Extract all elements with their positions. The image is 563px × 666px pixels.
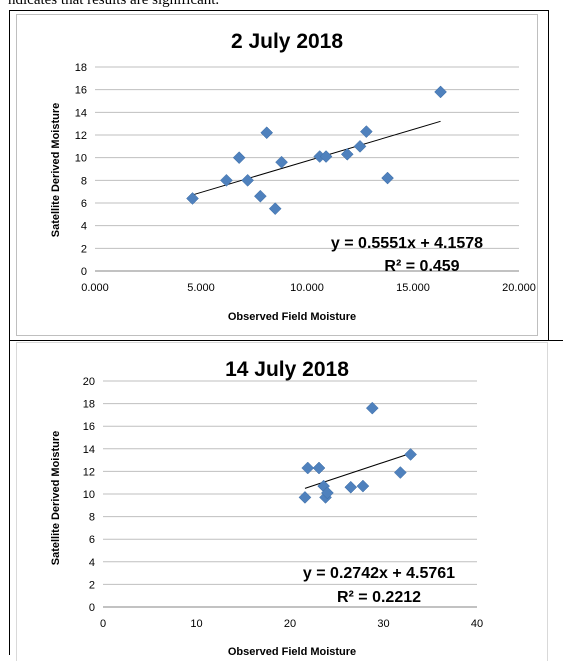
y-tick-label: 18 [75,62,87,74]
chart-2-july: 2 July 2018 0 2 4 6 8 10 12 14 16 18 0.000 5.000 10.… [50,30,536,323]
chart-2-july-frame: 2 July 2018 0 2 4 6 8 10 12 14 16 18 0.000 5.000 10.… [16,14,538,336]
y-tick-label: 12 [75,130,87,142]
data-point [381,171,394,185]
chart-title: 2 July 2018 [231,30,343,53]
y-tick-label: 16 [75,85,87,97]
y-tick-label: 4 [89,557,95,569]
table-border-left [9,10,10,655]
y-tick-label: 2 [81,243,87,255]
data-point [344,480,358,494]
y-tick-label: 16 [83,421,95,433]
x-tick-label: 0.000 [81,282,109,294]
data-point [232,151,246,165]
r-squared-label: R² = 0.459 [384,258,459,275]
caption-text: ndicates that results are significant. [8,0,220,8]
y-tick-label: 10 [83,489,95,501]
data-point [268,202,282,216]
y-axis-label: Satellite Derived Moisture [50,431,62,566]
x-axis-label: Observed Field Moisture [228,311,356,323]
chart-title: 14 July 2018 [225,358,349,381]
x-tick-label: 15.000 [396,282,430,294]
x-tick-label: 10.000 [290,282,324,294]
y-tick-label: 0 [81,266,87,278]
equation-label: y = 0.2742x + 4.5761 [303,565,455,582]
table-border-right [548,10,549,341]
data-point [365,401,379,415]
data-point [220,173,233,187]
x-tick-label: 20 [284,618,296,630]
data-point [298,491,312,504]
data-point [319,150,333,163]
y-tick-label: 20 [83,376,95,388]
y-tick-label: 14 [83,444,95,456]
table-border-top [9,10,549,11]
data-point [186,192,199,205]
y-tick-label: 10 [75,153,87,165]
data-point [356,479,370,493]
y-tick-label: 8 [89,512,95,524]
data-point [254,189,267,203]
chart-14-july-frame: 14 July 2018 0 2 4 6 8 10 12 14 16 18 20 0 10 20 30 40 … [16,342,548,661]
y-tick-label: 18 [83,399,95,411]
y-tick-label: 12 [83,466,95,478]
y-tick-label: 6 [81,198,87,210]
x-axis-label: Observed Field Moisture [228,646,356,658]
data-point [241,173,254,187]
y-axis-label: Satellite Derived Moisture [50,103,62,238]
data-point [312,461,326,475]
r-squared-label: R² = 0.2212 [337,589,421,606]
data-point [434,85,447,99]
y-tick-label: 8 [81,175,87,187]
y-tick-label: 6 [89,534,95,546]
table-border-middle [9,340,563,341]
x-tick-label: 5.000 [187,282,215,294]
data-point [353,139,367,153]
data-point [260,126,274,140]
equation-label: y = 0.5551x + 4.1578 [331,235,483,252]
x-tick-label: 20.000 [502,282,536,294]
data-point [321,486,334,500]
y-tick-label: 4 [81,221,87,233]
y-tick-label: 0 [89,602,95,614]
x-tick-label: 40 [471,618,483,630]
y-tick-label: 14 [75,107,87,119]
data-point [340,147,354,161]
x-tick-label: 10 [190,618,202,630]
data-point [360,125,373,138]
data-point [393,466,407,479]
data-point [275,155,288,169]
data-point [301,461,315,475]
y-tick-label: 2 [89,579,95,591]
x-tick-label: 30 [377,618,389,630]
data-point [404,448,417,461]
x-tick-label: 0 [100,618,106,630]
